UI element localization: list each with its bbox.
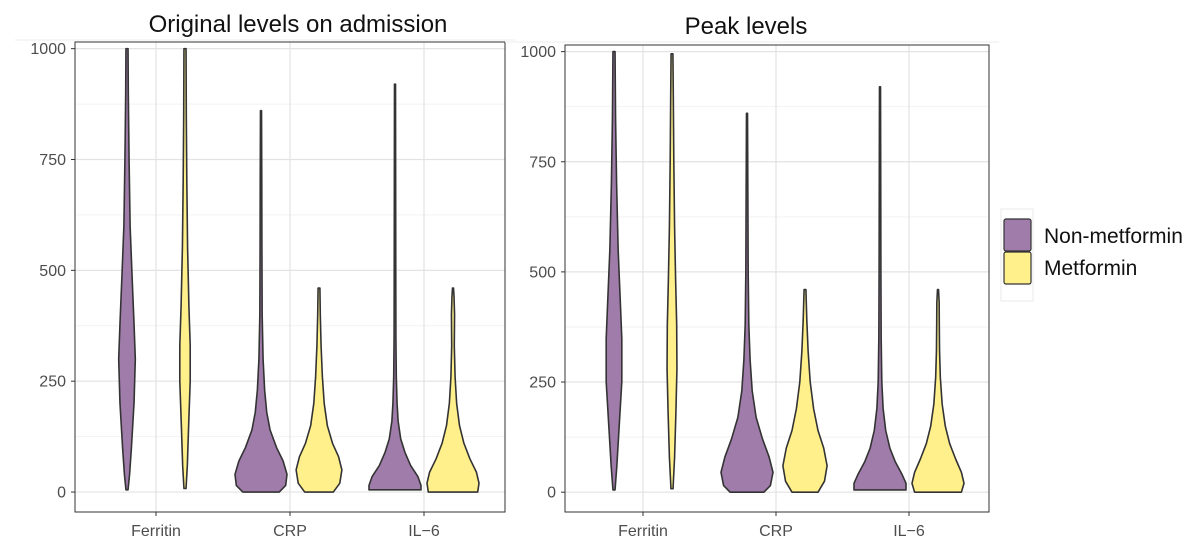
x-tick-label-crp: CRP xyxy=(759,523,793,540)
y-tick-label: 500 xyxy=(39,263,66,280)
plot-background xyxy=(565,45,989,512)
y-tick-label: 0 xyxy=(57,485,66,502)
y-tick-label: 250 xyxy=(39,374,66,391)
violin-non-metformin-il-6 xyxy=(368,83,422,491)
violin-metformin-il-6 xyxy=(911,288,965,493)
violin-metformin-il-6 xyxy=(426,287,480,493)
x-tick-label-il-6: IL−6 xyxy=(893,523,925,540)
legend: Non-metformin Metformin xyxy=(1000,208,1183,302)
y-tick-label: 750 xyxy=(39,152,66,169)
panel-border xyxy=(74,41,506,513)
y-tick-label: 1000 xyxy=(30,41,66,58)
y-tick-label: 0 xyxy=(547,485,556,502)
violin-metformin-ferritin xyxy=(666,53,678,490)
legend-label-non-metformin: Non-metformin xyxy=(1044,225,1183,248)
violin-metformin-crp xyxy=(295,287,343,493)
x-tick-label-il-6: IL−6 xyxy=(408,523,440,540)
violin-non-metformin-crp xyxy=(720,112,774,493)
panel-border xyxy=(564,44,990,513)
panel-title: Peak levels xyxy=(685,13,808,40)
legend-key-non-metformin xyxy=(1003,218,1032,252)
x-tick-label-ferritin: Ferritin xyxy=(131,523,181,540)
y-tick-label: 750 xyxy=(529,154,556,171)
violin-non-metformin-ferritin xyxy=(117,47,137,491)
x-tick-label-crp: CRP xyxy=(273,523,307,540)
panel-peak-levels: Peak levels 0 250 500 750 1000 Ferritin CRP IL−6 xyxy=(505,13,999,540)
violin-non-metformin-ferritin xyxy=(605,50,623,491)
legend-key-metformin xyxy=(1003,251,1032,285)
legend-label-metformin: Metformin xyxy=(1044,257,1137,280)
violin-metformin-crp xyxy=(782,288,828,493)
violin-non-metformin-il-6 xyxy=(853,86,907,491)
panel-title: Original levels on admission xyxy=(149,11,448,38)
x-tick-label-ferritin: Ferritin xyxy=(618,523,668,540)
y-tick-label: 1000 xyxy=(520,44,556,61)
violin-metformin-ferritin xyxy=(179,47,191,490)
panel-original-levels: Original levels on admission 0 250 500 750 10… xyxy=(15,11,515,540)
y-tick-label: 250 xyxy=(529,375,556,392)
violin-non-metformin-crp xyxy=(234,109,288,493)
y-tick-label: 500 xyxy=(529,264,556,281)
